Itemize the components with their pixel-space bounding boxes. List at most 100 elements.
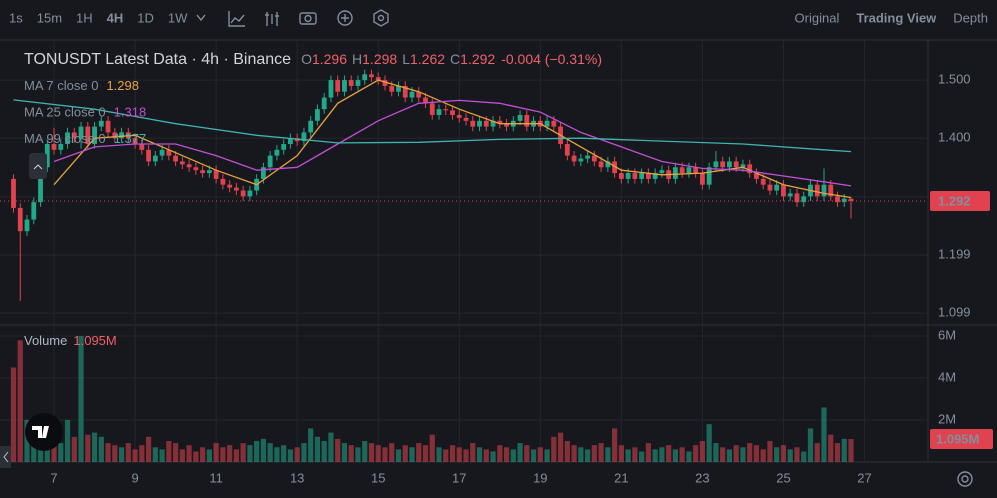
candle-body (632, 173, 638, 179)
candle-body (24, 219, 30, 232)
candle-body (571, 155, 577, 162)
candle-body (132, 138, 138, 145)
ohlc-label: H (352, 51, 362, 67)
candle-body (38, 167, 43, 203)
candle-body (544, 120, 550, 127)
view-tab[interactable]: Trading View (856, 10, 937, 25)
candle-style-icon[interactable] (265, 12, 279, 26)
candle-body (247, 190, 253, 197)
indicator-icon[interactable] (228, 11, 245, 27)
candle-body (402, 85, 408, 98)
volume-bar (598, 443, 604, 462)
volume-bar (368, 443, 375, 462)
volume-bar (753, 445, 760, 462)
volume-bar (139, 445, 145, 462)
volume-bar (152, 447, 158, 462)
volume-bar (64, 420, 71, 462)
volume-bar (193, 451, 199, 462)
x-tick-label: 27 (857, 470, 871, 485)
candle-body (679, 167, 685, 174)
candle-body (740, 164, 746, 168)
interval-button[interactable]: 1W (168, 10, 188, 25)
candle-body (335, 80, 341, 92)
marks (0, 69, 928, 462)
volume-bar (308, 428, 314, 462)
candle-body (821, 184, 827, 197)
volume-bar (699, 441, 706, 462)
candle-body (369, 74, 374, 78)
volume-bar (254, 441, 260, 462)
collapse-arrow (33, 164, 43, 170)
volume-bar (166, 441, 172, 462)
candle-body (342, 80, 347, 92)
volume-tick-label: 2M (938, 411, 956, 426)
volume-bar (720, 447, 726, 462)
time-settings-icon[interactable] (957, 471, 973, 487)
volume-bar (112, 445, 118, 462)
scroll-left-button[interactable] (0, 446, 11, 468)
interval-button[interactable]: 1D (137, 10, 154, 25)
volume-bar (227, 445, 233, 462)
volume-bar (274, 447, 280, 462)
candle-body (659, 170, 665, 174)
volume-bar (828, 434, 834, 462)
candle-body (112, 132, 118, 139)
candle-body (450, 110, 455, 115)
volume-bar (389, 443, 395, 462)
volume-bar (173, 443, 179, 462)
candle-body (456, 114, 462, 118)
volume-bar (105, 443, 111, 462)
volume-bar (530, 449, 537, 462)
candle-body (578, 158, 584, 162)
add-icon[interactable] (337, 10, 353, 26)
candle-body (477, 120, 482, 127)
candle-body (308, 120, 314, 133)
ma-value: 1.298 (106, 78, 139, 93)
screenshot-icon[interactable] (299, 12, 317, 25)
candle-body (618, 173, 624, 179)
interval-button[interactable]: 1H (76, 10, 93, 25)
volume-bar (456, 447, 462, 462)
volume-bar (416, 443, 422, 462)
legend-header: TONUSDT Latest Data · 4h · Binance O1.296… (24, 51, 602, 69)
candle-body (754, 173, 759, 179)
volume-bar (557, 432, 564, 462)
volume-bar (375, 445, 381, 462)
volume-bar (335, 438, 341, 462)
candle-body (652, 173, 658, 179)
settings-icon[interactable] (373, 9, 389, 27)
interval-button[interactable]: 15m (37, 10, 62, 25)
ohlc-label: O (301, 51, 312, 67)
view-tab[interactable]: Original (795, 10, 840, 25)
candle-body (686, 167, 692, 174)
view-tab[interactable]: Depth (953, 10, 988, 25)
volume-bar (807, 428, 814, 462)
interval-button[interactable]: 1s (9, 10, 23, 25)
last-price-badge (930, 190, 990, 211)
candle-body (733, 161, 739, 168)
volume-legend: Volume 1.095M (24, 333, 117, 348)
volume-bar (544, 449, 550, 462)
interval-dropdown[interactable] (196, 14, 206, 22)
ohlc-value: 1.262 (410, 51, 445, 67)
ma-name: MA 7 close 0 (24, 78, 98, 93)
candle-body (213, 170, 219, 179)
candle-body (639, 173, 645, 179)
toolbar-icons[interactable] (196, 9, 973, 487)
volume-bar (44, 441, 50, 462)
x-tick-label: 7 (50, 470, 57, 485)
volume-bar (463, 449, 469, 462)
volume-bar (24, 420, 30, 462)
collapse-legend-button[interactable] (29, 153, 47, 179)
volume-label: Volume (24, 333, 67, 348)
candle-body (767, 184, 773, 191)
x-tick-label: 17 (452, 470, 466, 485)
volume-bar (449, 445, 456, 462)
add-cross (341, 14, 349, 22)
candle-body (835, 196, 840, 203)
candle-body (409, 91, 415, 98)
interval-button[interactable]: 4H (107, 10, 124, 25)
volume-bar (848, 439, 854, 462)
x-tick-label: 11 (209, 470, 223, 485)
volume-bar (10, 367, 17, 462)
